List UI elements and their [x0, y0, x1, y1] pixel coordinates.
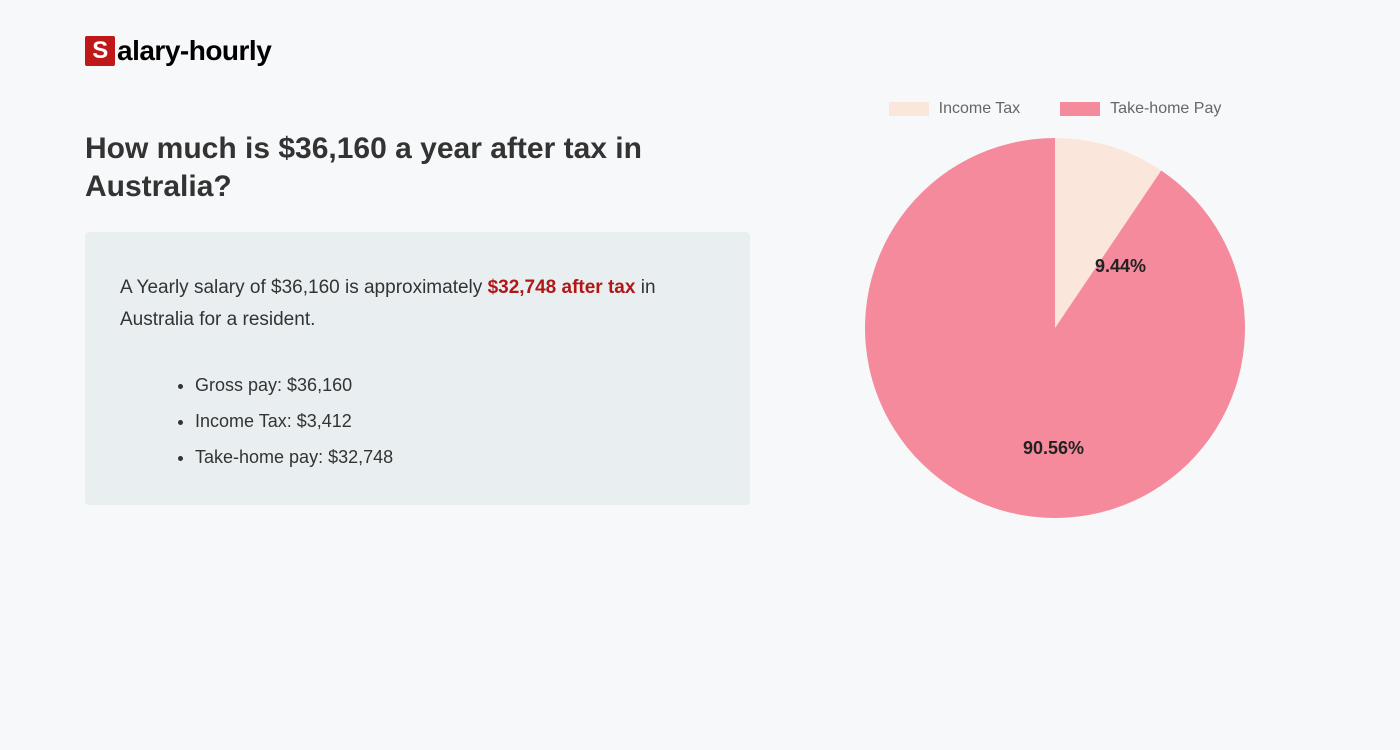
legend-swatch-income-tax	[889, 102, 929, 116]
legend-label-take-home: Take-home Pay	[1110, 100, 1221, 118]
legend-item-take-home: Take-home Pay	[1060, 100, 1221, 118]
summary-text-before: A Yearly salary of $36,160 is approximat…	[120, 277, 488, 298]
pie-chart: 9.44% 90.56%	[865, 138, 1245, 518]
summary-list: Gross pay: $36,160 Income Tax: $3,412 Ta…	[120, 367, 715, 475]
list-item: Gross pay: $36,160	[195, 367, 715, 403]
pie-svg	[865, 138, 1245, 518]
site-logo: Salary-hourly	[85, 35, 271, 67]
logo-letter-box: S	[85, 36, 115, 66]
pie-slice-label-income-tax: 9.44%	[1095, 256, 1146, 277]
page-title: How much is $36,160 a year after tax in …	[85, 130, 735, 205]
summary-text: A Yearly salary of $36,160 is approximat…	[120, 272, 715, 337]
list-item: Income Tax: $3,412	[195, 403, 715, 439]
legend-item-income-tax: Income Tax	[889, 100, 1021, 118]
summary-box: A Yearly salary of $36,160 is approximat…	[85, 232, 750, 505]
pie-slice-label-take-home: 90.56%	[1023, 438, 1084, 459]
logo-text: alary-hourly	[117, 35, 271, 67]
legend-swatch-take-home	[1060, 102, 1100, 116]
legend-label-income-tax: Income Tax	[939, 100, 1021, 118]
pie-slice-1	[865, 138, 1245, 518]
summary-highlight: $32,748 after tax	[488, 277, 636, 298]
chart-legend: Income Tax Take-home Pay	[830, 100, 1280, 118]
pie-chart-container: Income Tax Take-home Pay 9.44% 90.56%	[830, 100, 1280, 518]
list-item: Take-home pay: $32,748	[195, 439, 715, 475]
